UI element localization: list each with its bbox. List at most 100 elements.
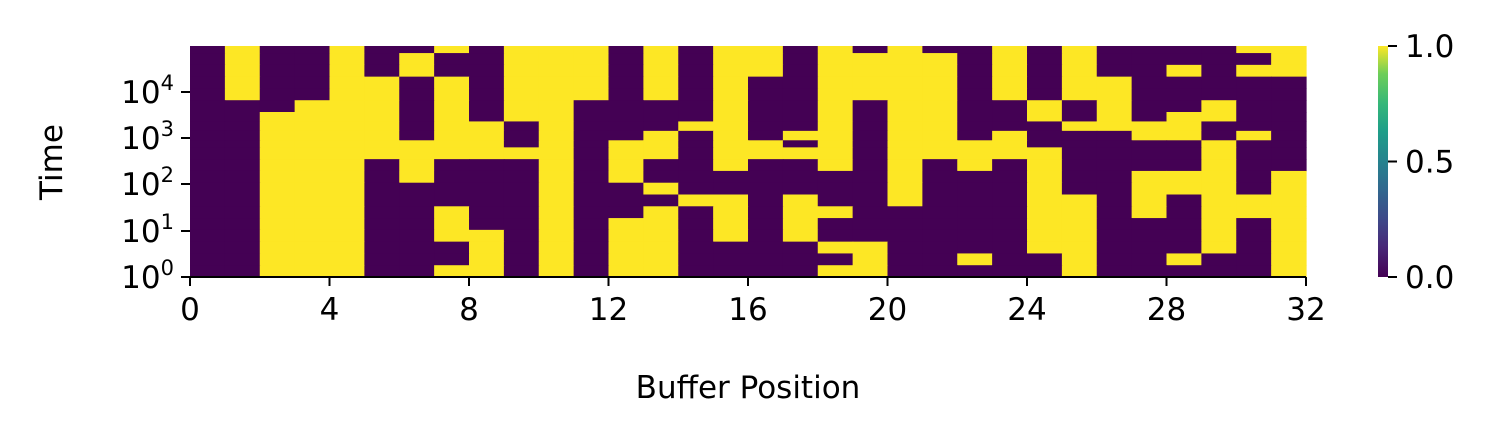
heatmap-cell	[1201, 242, 1236, 254]
heatmap-cell	[364, 46, 399, 54]
heatmap-cell	[539, 171, 574, 183]
heatmap-cell	[853, 242, 888, 254]
heatmap-cell	[853, 140, 888, 148]
heatmap-cell	[364, 147, 399, 159]
heatmap-cell	[1132, 159, 1167, 171]
heatmap-cell	[678, 140, 713, 148]
heatmap-cell	[1271, 121, 1306, 131]
heatmap-cell	[922, 65, 957, 77]
heatmap-cell	[1062, 265, 1097, 277]
heatmap-cell	[190, 121, 225, 131]
heatmap-cell	[1201, 195, 1236, 207]
heatmap-cell	[1062, 230, 1097, 242]
heatmap-cell	[574, 131, 609, 141]
heatmap-cell	[1236, 46, 1271, 54]
heatmap-cell	[399, 77, 434, 89]
heatmap-cell	[713, 183, 748, 195]
heatmap-cell	[609, 265, 644, 277]
heatmap-cell	[678, 112, 713, 122]
colorbar	[1378, 46, 1388, 277]
heatmap-cell	[190, 65, 225, 77]
y-tick-label: 104	[121, 71, 174, 111]
heatmap-cell	[539, 131, 574, 141]
x-tick-label: 16	[728, 292, 767, 328]
heatmap-cell	[1167, 265, 1202, 277]
heatmap-cell	[1132, 131, 1167, 141]
heatmap-cell	[678, 206, 713, 218]
heatmap-cell	[1236, 131, 1271, 141]
heatmap-cell	[1201, 253, 1236, 265]
heatmap-cell	[1132, 147, 1167, 159]
heatmap-cell	[434, 195, 469, 207]
heatmap-cell	[364, 140, 399, 148]
y-tick-exponent: 1	[161, 210, 174, 234]
heatmap-cell	[1167, 88, 1202, 100]
heatmap-cell	[1062, 218, 1097, 230]
heatmap-cell	[992, 65, 1027, 77]
heatmap-cell	[295, 140, 330, 148]
x-tick-label: 28	[1147, 292, 1186, 328]
heatmap-cell	[748, 218, 783, 230]
heatmap-cell	[295, 131, 330, 141]
heatmap-cell	[504, 195, 539, 207]
heatmap-cell	[295, 171, 330, 183]
heatmap-cell	[992, 242, 1027, 254]
y-tick-exponent: 0	[161, 256, 174, 280]
heatmap-cell	[225, 65, 260, 77]
heatmap-cell	[888, 218, 923, 230]
heatmap-cell	[888, 206, 923, 218]
y-tick-exponent: 3	[161, 117, 174, 141]
heatmap-cell	[643, 195, 678, 207]
heatmap-cell	[295, 206, 330, 218]
heatmap-cell	[1132, 100, 1167, 112]
heatmap-cell	[190, 218, 225, 230]
heatmap-cell	[678, 242, 713, 254]
heatmap-cell	[678, 253, 713, 265]
heatmap-cell	[713, 230, 748, 242]
heatmap-cell	[609, 171, 644, 183]
heatmap-cell	[609, 100, 644, 112]
heatmap-cell	[853, 147, 888, 159]
heatmap-cell	[225, 218, 260, 230]
heatmap-cell	[574, 121, 609, 131]
heatmap-cell	[574, 46, 609, 54]
heatmap-cell	[260, 112, 295, 122]
heatmap-cell	[853, 171, 888, 183]
heatmap-cell	[992, 147, 1027, 159]
heatmap-cell	[1132, 112, 1167, 122]
heatmap-cell	[1167, 100, 1202, 112]
heatmap-cell	[260, 218, 295, 230]
heatmap-cell	[469, 121, 504, 131]
heatmap-cell	[1132, 183, 1167, 195]
heatmap-cell	[1097, 242, 1132, 254]
heatmap-cell	[1062, 206, 1097, 218]
colorbar-tick-label: 1.0	[1405, 29, 1454, 65]
heatmap-cell	[888, 77, 923, 89]
heatmap-cell	[260, 253, 295, 265]
heatmap-cell	[330, 131, 365, 141]
heatmap-cell	[888, 46, 923, 54]
heatmap-cell	[853, 253, 888, 265]
heatmap-cell	[1062, 195, 1097, 207]
heatmap-cell	[922, 46, 957, 54]
heatmap-cell	[504, 242, 539, 254]
heatmap-cell	[574, 265, 609, 277]
heatmap-cell	[1271, 88, 1306, 100]
heatmap-cell	[504, 171, 539, 183]
heatmap-cell	[1097, 183, 1132, 195]
heatmap-cell	[1271, 140, 1306, 148]
heatmap-cell	[1236, 88, 1271, 100]
heatmap-cell	[469, 53, 504, 65]
heatmap-cell	[364, 218, 399, 230]
heatmap-cell	[295, 159, 330, 171]
heatmap-cell	[1271, 131, 1306, 141]
heatmap-cell	[853, 88, 888, 100]
heatmap-cell	[922, 265, 957, 277]
heatmap-cell	[1027, 265, 1062, 277]
heatmap-cell	[330, 77, 365, 89]
heatmap-cell	[1027, 112, 1062, 122]
heatmap-cell	[399, 131, 434, 141]
heatmap-cell	[190, 77, 225, 89]
heatmap-cell	[504, 206, 539, 218]
heatmap-cell	[225, 230, 260, 242]
